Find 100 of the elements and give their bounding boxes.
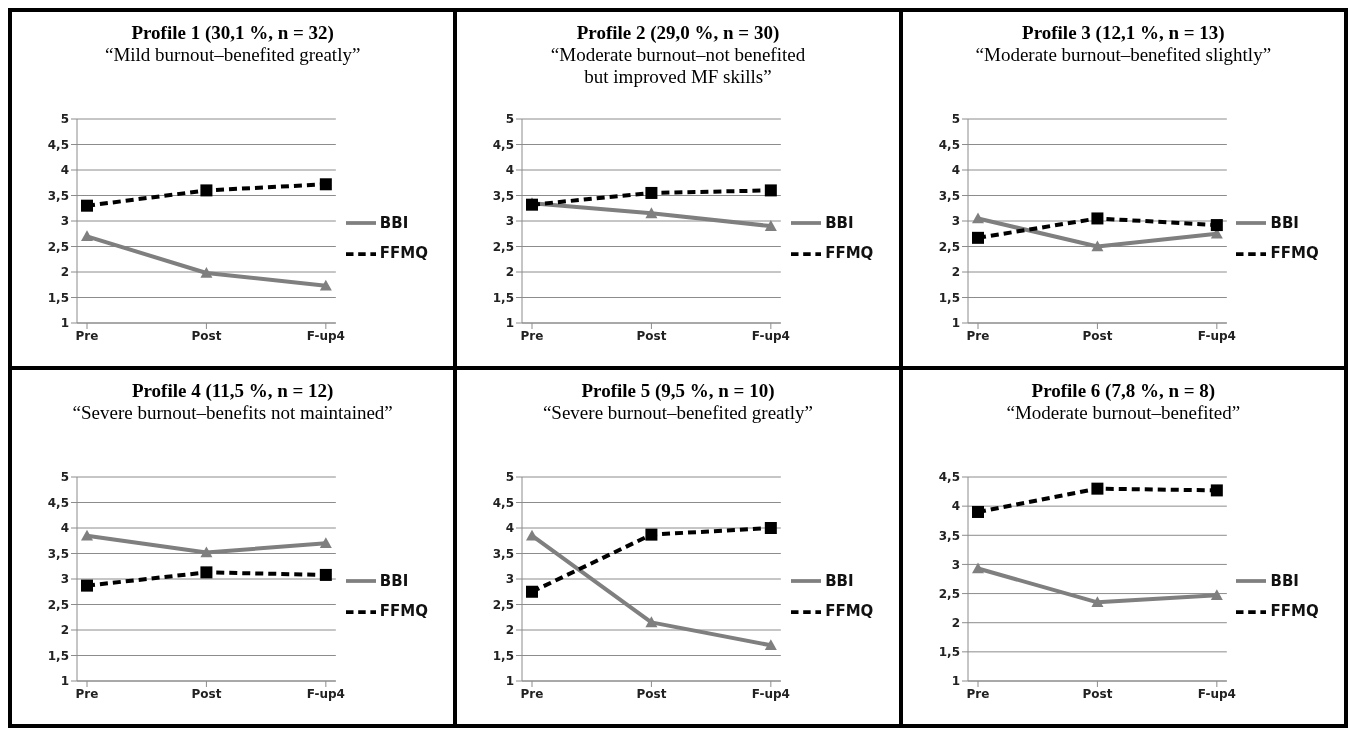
point (200, 184, 213, 197)
point (765, 184, 778, 197)
y-tick-label: 4 (60, 163, 69, 178)
point (1210, 484, 1223, 497)
legend-label: FFMQ (379, 244, 428, 262)
chart-title: Profile 1 (30,1 %, n = 32) (130, 22, 335, 44)
y-tick-label: 5 (505, 470, 515, 485)
legend-label: FFMQ (825, 244, 874, 262)
x-tick-label: Post (191, 686, 222, 701)
x-tick-label: Pre (966, 686, 990, 701)
y-tick-label: 3 (951, 214, 960, 229)
point (319, 568, 332, 581)
point (200, 267, 213, 278)
chart-subtitle: “Moderate burnout–not benefited but improved MF skills” (549, 44, 807, 88)
y-tick-label: 4 (60, 521, 69, 536)
y-tick-label: 5 (505, 112, 515, 127)
point (645, 616, 658, 628)
legend-label: FFMQ (379, 602, 428, 620)
chart-subtitle: “Moderate burnout–benefited” (1005, 402, 1242, 424)
y-tick-label: 4,5 (47, 495, 69, 510)
chart-subtitle: “Severe burnout–benefited greatly” (541, 402, 815, 424)
legend-label: BBI (1270, 571, 1299, 590)
x-tick-label: F-up4 (752, 686, 791, 701)
point (1091, 240, 1104, 252)
y-tick-label: 3,5 (938, 188, 960, 203)
legend-label: FFMQ (1270, 244, 1319, 262)
legend-label: FFMQ (825, 602, 874, 620)
point (200, 546, 213, 558)
point (81, 579, 93, 592)
point (971, 212, 984, 224)
y-tick-label: 3 (505, 572, 515, 587)
point (971, 231, 984, 244)
point (1210, 589, 1223, 601)
x-tick-label: Post (1082, 686, 1113, 701)
legend-label: BBI (379, 571, 409, 590)
y-tick-label: 3 (60, 214, 69, 229)
y-tick-label: 2 (60, 623, 69, 638)
y-tick-label: 1 (505, 316, 515, 331)
point (1091, 482, 1104, 495)
x-tick-label: F-up4 (752, 328, 791, 343)
chart-title: Profile 2 (29,0 %, n = 30) (575, 22, 781, 44)
y-tick-label: 2 (951, 615, 960, 630)
y-tick-label: 4,5 (47, 137, 69, 152)
point (1091, 212, 1104, 225)
y-tick-label: 1,5 (938, 290, 960, 305)
y-tick-label: 2,5 (493, 597, 515, 612)
y-tick-label: 4,5 (938, 470, 960, 485)
y-tick-label: 3,5 (493, 546, 515, 561)
y-tick-label: 1 (505, 674, 515, 689)
y-tick-label: 1,5 (47, 648, 69, 663)
point (81, 230, 93, 242)
x-tick-label: Pre (75, 686, 99, 701)
point (81, 199, 93, 212)
y-tick-label: 1,5 (493, 648, 515, 663)
x-tick-label: F-up4 (1197, 328, 1236, 343)
y-tick-label: 3,5 (47, 546, 69, 561)
y-tick-label: 1 (951, 674, 960, 689)
point (645, 186, 658, 199)
chart-subtitle: “Severe burnout–benefits not maintained” (71, 402, 394, 424)
point (645, 528, 658, 541)
chart-title: Profile 3 (12,1 %, n = 13) (1021, 22, 1226, 44)
y-tick-label: 2,5 (938, 239, 960, 254)
x-tick-label: Post (1082, 328, 1113, 343)
point (526, 585, 539, 598)
y-tick-label: 2,5 (493, 239, 515, 254)
x-tick-label: Pre (520, 328, 544, 343)
y-tick-label: 5 (951, 112, 960, 127)
y-tick-label: 4 (951, 499, 960, 514)
x-tick-label: Post (636, 686, 667, 701)
y-tick-label: 3 (505, 214, 515, 229)
y-tick-label: 2,5 (47, 239, 69, 254)
point (319, 279, 332, 291)
y-tick-label: 1 (60, 674, 69, 689)
point (1210, 219, 1223, 232)
point (1091, 596, 1104, 608)
x-tick-label: Post (191, 328, 222, 343)
y-tick-label: 3,5 (47, 188, 69, 203)
y-tick-label: 1,5 (47, 290, 69, 305)
y-tick-label: 5 (60, 112, 69, 127)
legend-label: BBI (379, 213, 409, 232)
x-tick-label: Pre (966, 328, 990, 343)
x-tick-label: F-up4 (306, 328, 345, 343)
y-tick-label: 2,5 (938, 586, 960, 601)
chart-subtitle: “Moderate burnout–benefited slightly” (974, 44, 1273, 66)
y-tick-label: 2,5 (47, 597, 69, 612)
chart-subtitle: “Mild burnout–benefited greatly” (104, 44, 362, 66)
y-tick-label: 3,5 (938, 528, 960, 543)
y-tick-label: 4 (951, 163, 960, 178)
y-tick-label: 1 (60, 316, 69, 331)
y-tick-label: 3 (951, 557, 960, 572)
y-tick-label: 2 (505, 623, 515, 638)
legend-label: BBI (825, 571, 854, 590)
y-tick-label: 3,5 (493, 188, 515, 203)
x-tick-label: Post (636, 328, 667, 343)
point (971, 562, 984, 574)
point (319, 537, 332, 549)
x-tick-label: F-up4 (306, 686, 345, 701)
y-tick-label: 1,5 (938, 645, 960, 660)
point (765, 522, 778, 534)
legend-label: BBI (1270, 213, 1299, 232)
